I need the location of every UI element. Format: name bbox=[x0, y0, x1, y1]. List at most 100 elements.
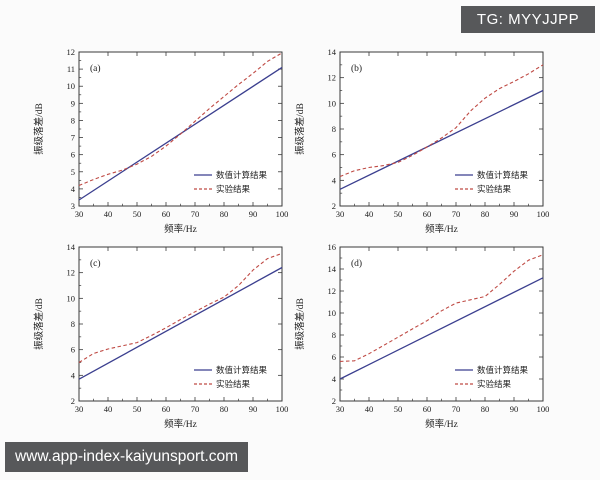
x-tick-label: 60 bbox=[423, 209, 432, 219]
chart-canvas: 30 40 50 60 70 80 90 100 2 4 6 8 10 12 14 (c) 频率/Hz 振级落差/… bbox=[33, 242, 289, 430]
y-tick-label: 6 bbox=[71, 345, 75, 355]
chart-canvas: 30 40 50 60 70 80 90 100 2 4 6 8 10 12 14 (b) 频率/Hz 振级落差/… bbox=[294, 47, 550, 235]
numeric-series-line bbox=[339, 89, 544, 190]
x-tick-label: 60 bbox=[423, 404, 432, 414]
telegram-watermark-badge: TG: MYYJJPP bbox=[461, 6, 595, 33]
x-tick-label: 90 bbox=[249, 404, 258, 414]
y-tick-label: 14 bbox=[328, 47, 337, 57]
panel-label: (c) bbox=[90, 258, 101, 269]
y-tick-label: 8 bbox=[332, 124, 336, 134]
y-tick-label: 4 bbox=[71, 370, 76, 380]
y-tick-label: 10 bbox=[328, 98, 337, 108]
x-tick-label: 40 bbox=[104, 404, 113, 414]
panel-label: (d) bbox=[351, 258, 362, 269]
x-tick-label: 100 bbox=[537, 404, 550, 414]
plot-border bbox=[339, 51, 544, 207]
x-tick-label: 90 bbox=[249, 209, 258, 219]
x-axis-label: 频率/Hz bbox=[164, 418, 197, 430]
panel-label: (a) bbox=[90, 63, 101, 74]
legend-label: 数值计算结果 bbox=[216, 170, 268, 180]
x-tick-label: 100 bbox=[276, 404, 289, 414]
x-tick-label: 80 bbox=[481, 404, 490, 414]
legend-label: 数值计算结果 bbox=[477, 170, 529, 180]
experiment-series-line bbox=[339, 254, 544, 362]
y-tick-label: 4 bbox=[71, 184, 76, 194]
y-tick-label: 5 bbox=[71, 167, 75, 177]
y-tick-label: 8 bbox=[71, 319, 75, 329]
y-tick-label: 3 bbox=[71, 201, 75, 211]
y-axis-label: 振级落差/dB bbox=[33, 103, 45, 155]
legend-label: 实验结果 bbox=[216, 379, 251, 389]
experiment-series-line bbox=[339, 64, 544, 178]
y-tick-label: 7 bbox=[71, 133, 75, 143]
y-tick-label: 16 bbox=[328, 242, 337, 252]
y-tick-label: 9 bbox=[71, 98, 75, 108]
plot-border bbox=[78, 51, 283, 207]
y-tick-label: 4 bbox=[332, 175, 337, 185]
x-tick-label: 30 bbox=[75, 209, 84, 219]
y-tick-label: 2 bbox=[332, 201, 336, 211]
x-tick-label: 90 bbox=[510, 404, 519, 414]
x-tick-label: 80 bbox=[481, 209, 490, 219]
legend-label: 实验结果 bbox=[477, 184, 512, 194]
subplot-c: 30 40 50 60 70 80 90 100 2 4 6 8 10 12 14 (c) 频率/Hz 振级落差/… bbox=[29, 234, 301, 436]
legend-label: 实验结果 bbox=[216, 184, 251, 194]
numeric-series-line bbox=[78, 266, 283, 380]
subplot-a: 30 40 50 60 70 80 90 100 3 4 5 6 7 8 9 10 11 12 (a) 频率/Hz 振级… bbox=[29, 39, 301, 241]
x-tick-label: 30 bbox=[75, 404, 84, 414]
chart-canvas: 30 40 50 60 70 80 90 100 2 4 6 8 10 12 14 16 (d) 频率/Hz 振级落… bbox=[294, 242, 550, 430]
x-tick-label: 70 bbox=[452, 404, 461, 414]
legend-label: 数值计算结果 bbox=[477, 365, 529, 375]
x-tick-label: 70 bbox=[191, 404, 200, 414]
experiment-series-line bbox=[78, 252, 283, 363]
y-tick-label: 8 bbox=[71, 115, 75, 125]
x-tick-label: 100 bbox=[276, 209, 289, 219]
subplot-d: 30 40 50 60 70 80 90 100 2 4 6 8 10 12 14 16 (d) 频率/Hz 振级落… bbox=[290, 234, 562, 436]
x-tick-label: 80 bbox=[220, 404, 229, 414]
x-tick-label: 40 bbox=[365, 209, 374, 219]
experiment-series-line bbox=[78, 52, 283, 187]
x-tick-label: 40 bbox=[365, 404, 374, 414]
legend-label: 实验结果 bbox=[477, 379, 512, 389]
y-tick-label: 12 bbox=[67, 268, 76, 278]
x-tick-label: 30 bbox=[336, 404, 345, 414]
x-axis-label: 频率/Hz bbox=[164, 223, 197, 235]
x-tick-label: 70 bbox=[452, 209, 461, 219]
y-axis-label: 振级落差/dB bbox=[33, 298, 45, 350]
y-tick-label: 6 bbox=[332, 352, 336, 362]
y-tick-label: 12 bbox=[328, 73, 337, 83]
x-tick-label: 50 bbox=[133, 209, 142, 219]
y-tick-label: 2 bbox=[71, 396, 75, 406]
y-tick-label: 11 bbox=[67, 64, 75, 74]
x-tick-label: 70 bbox=[191, 209, 200, 219]
x-tick-label: 50 bbox=[394, 404, 403, 414]
y-tick-label: 10 bbox=[67, 293, 76, 303]
y-axis-label: 振级落差/dB bbox=[294, 298, 306, 350]
y-tick-label: 12 bbox=[67, 47, 76, 57]
plot-border bbox=[339, 246, 544, 402]
subplot-b: 30 40 50 60 70 80 90 100 2 4 6 8 10 12 14 (b) 频率/Hz 振级落差/… bbox=[290, 39, 562, 241]
y-tick-label: 2 bbox=[332, 396, 336, 406]
x-tick-label: 60 bbox=[162, 209, 171, 219]
y-axis-label: 振级落差/dB bbox=[294, 103, 306, 155]
x-tick-label: 100 bbox=[537, 209, 550, 219]
y-tick-label: 14 bbox=[328, 264, 337, 274]
x-tick-label: 60 bbox=[162, 404, 171, 414]
x-tick-label: 90 bbox=[510, 209, 519, 219]
y-tick-label: 10 bbox=[328, 308, 337, 318]
y-tick-label: 12 bbox=[328, 286, 337, 296]
url-watermark-badge: www.app-index-kaiyunsport.com bbox=[5, 442, 248, 472]
y-tick-label: 6 bbox=[71, 150, 75, 160]
panel-label: (b) bbox=[351, 63, 362, 74]
y-tick-label: 10 bbox=[67, 81, 76, 91]
x-axis-label: 频率/Hz bbox=[425, 223, 458, 235]
chart-canvas: 30 40 50 60 70 80 90 100 3 4 5 6 7 8 9 10 11 12 (a) 频率/Hz 振级… bbox=[33, 47, 289, 235]
y-tick-label: 4 bbox=[332, 374, 337, 384]
y-tick-label: 8 bbox=[332, 330, 336, 340]
x-tick-label: 30 bbox=[336, 209, 345, 219]
legend-label: 数值计算结果 bbox=[216, 365, 268, 375]
y-tick-label: 14 bbox=[67, 242, 76, 252]
x-axis-label: 频率/Hz bbox=[425, 418, 458, 430]
x-tick-label: 50 bbox=[133, 404, 142, 414]
